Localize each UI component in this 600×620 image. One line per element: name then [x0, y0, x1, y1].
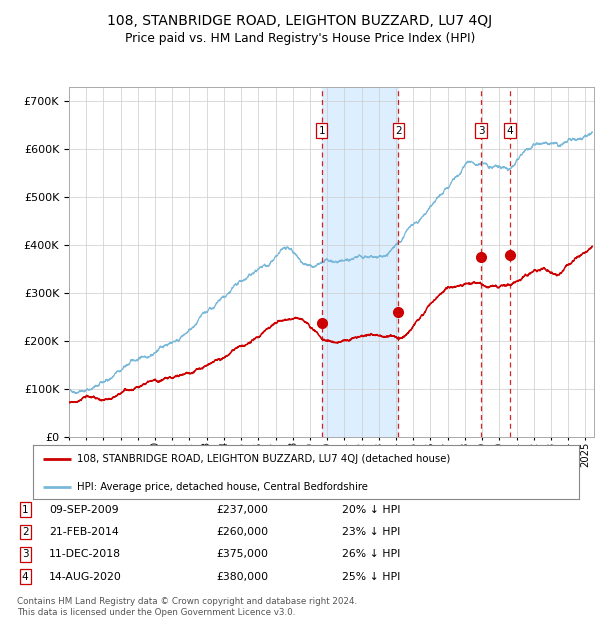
Text: 2: 2 [395, 126, 402, 136]
Text: £237,000: £237,000 [216, 505, 268, 515]
Text: HPI: Average price, detached house, Central Bedfordshire: HPI: Average price, detached house, Cent… [77, 482, 368, 492]
Text: 11-DEC-2018: 11-DEC-2018 [49, 549, 121, 559]
Text: 1: 1 [319, 126, 325, 136]
Text: Price paid vs. HM Land Registry's House Price Index (HPI): Price paid vs. HM Land Registry's House … [125, 32, 475, 45]
Text: 14-AUG-2020: 14-AUG-2020 [49, 572, 122, 582]
Text: 1: 1 [22, 505, 29, 515]
Text: 2: 2 [22, 527, 29, 537]
Text: 20% ↓ HPI: 20% ↓ HPI [342, 505, 401, 515]
Text: 4: 4 [22, 572, 29, 582]
Text: 4: 4 [506, 126, 514, 136]
Text: 21-FEB-2014: 21-FEB-2014 [49, 527, 119, 537]
Text: 108, STANBRIDGE ROAD, LEIGHTON BUZZARD, LU7 4QJ (detached house): 108, STANBRIDGE ROAD, LEIGHTON BUZZARD, … [77, 454, 450, 464]
Text: 25% ↓ HPI: 25% ↓ HPI [342, 572, 400, 582]
Text: £260,000: £260,000 [216, 527, 268, 537]
Text: £375,000: £375,000 [216, 549, 268, 559]
Text: 23% ↓ HPI: 23% ↓ HPI [342, 527, 400, 537]
Text: 3: 3 [478, 126, 484, 136]
Text: Contains HM Land Registry data © Crown copyright and database right 2024.
This d: Contains HM Land Registry data © Crown c… [17, 598, 357, 617]
Text: £380,000: £380,000 [216, 572, 268, 582]
Text: 108, STANBRIDGE ROAD, LEIGHTON BUZZARD, LU7 4QJ: 108, STANBRIDGE ROAD, LEIGHTON BUZZARD, … [107, 14, 493, 28]
Bar [322, 87, 398, 437]
Text: 3: 3 [22, 549, 29, 559]
Text: 09-SEP-2009: 09-SEP-2009 [49, 505, 119, 515]
Text: 26% ↓ HPI: 26% ↓ HPI [342, 549, 400, 559]
